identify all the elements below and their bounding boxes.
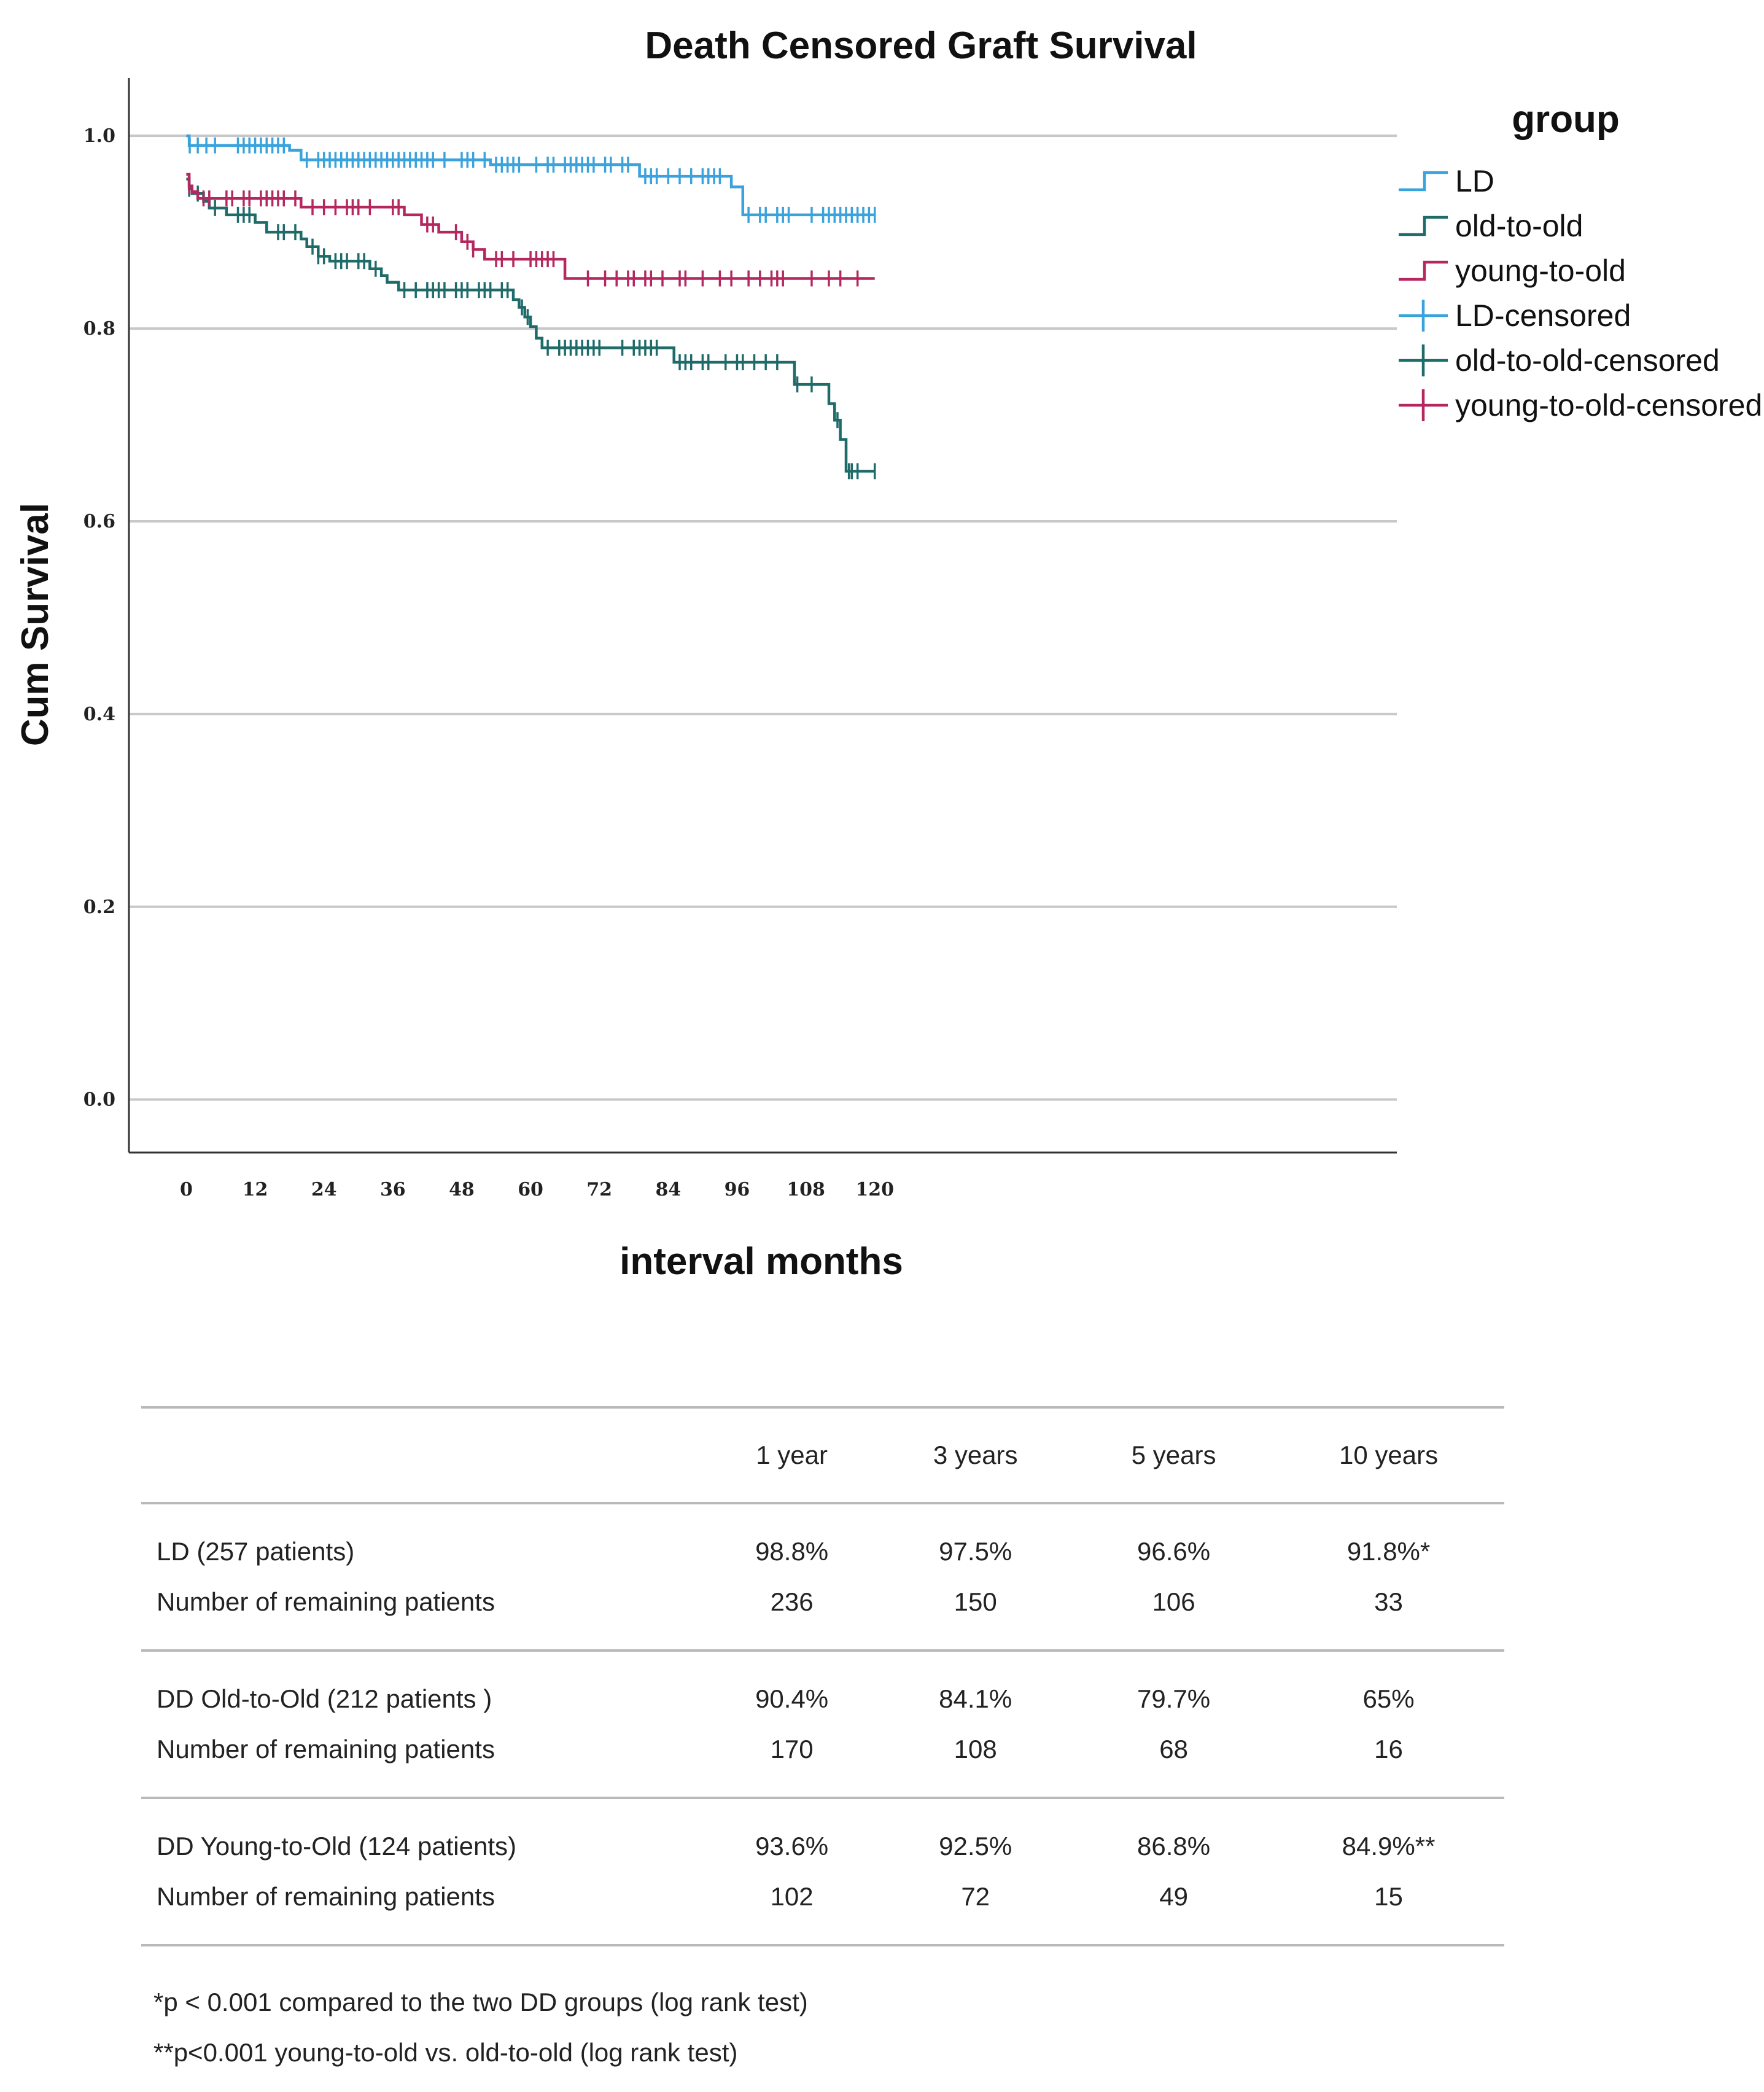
cell-value: 106 xyxy=(1152,1587,1195,1616)
y-tick-label: 0.4 xyxy=(84,704,115,725)
cell-value: 97.5% xyxy=(939,1537,1012,1566)
x-tick-label: 120 xyxy=(855,1179,894,1200)
row-label: Number of remaining patients xyxy=(157,1587,495,1616)
legend-label-old-to-old-censored: old-to-old-censored xyxy=(1455,343,1720,378)
cell-value: 84.1% xyxy=(939,1684,1012,1713)
legend-label-young-to-old: young-to-old xyxy=(1455,254,1626,288)
y-tick-label: 0.0 xyxy=(84,1089,115,1111)
survival-chart: Death Censored Graft Survival 0.00.20.40… xyxy=(14,25,1762,1283)
cell-value: 90.4% xyxy=(755,1684,829,1713)
survival-curve-LD xyxy=(186,134,875,217)
results-table: 1 year 3 years 5 years 10 years LD (257 … xyxy=(141,1406,1504,1946)
y-tick-label: 0.2 xyxy=(84,896,115,918)
cell-value: 92.5% xyxy=(939,1832,1012,1861)
x-tick-label: 96 xyxy=(725,1179,750,1200)
legend-swatch-old-to-old xyxy=(1399,216,1448,236)
cell-value: 96.6% xyxy=(1137,1537,1211,1566)
cell-value: 102 xyxy=(770,1882,814,1911)
cell-value: 49 xyxy=(1159,1882,1188,1911)
x-tick-label: 0 xyxy=(180,1179,193,1200)
cell-value: 16 xyxy=(1374,1735,1403,1763)
legend-swatch-young-to-old xyxy=(1399,260,1448,281)
table-header-1-year: 1 year xyxy=(756,1441,828,1469)
x-tick-label: 48 xyxy=(449,1179,475,1200)
table-header-empty xyxy=(141,1407,707,1503)
y-tick-label: 0.6 xyxy=(84,511,115,532)
legend-label-young-to-old-censored: young-to-old-censored xyxy=(1455,388,1762,422)
row-label: DD Young-to-Old (124 patients) xyxy=(157,1832,517,1861)
cell-value: 15 xyxy=(1374,1882,1403,1911)
x-tick-label: 12 xyxy=(243,1179,268,1200)
cell-value: 68 xyxy=(1159,1735,1188,1763)
footnote-young-to-old: **p<0.001 young-to-old vs. old-to-old (l… xyxy=(153,2038,738,2067)
table-header-row: 1 year 3 years 5 years 10 years xyxy=(141,1407,1504,1503)
legend-swatch-LD xyxy=(1399,171,1448,192)
table-row-old-to-old-remaining: Number of remaining patients 170 108 68 … xyxy=(141,1724,1504,1798)
cell-value: 98.8% xyxy=(755,1537,829,1566)
x-tick-label: 24 xyxy=(311,1179,337,1200)
table-header-3-years: 3 years xyxy=(933,1441,1018,1469)
legend-label-LD: LD xyxy=(1455,164,1494,198)
table-row-young-to-old-remaining: Number of remaining patients 102 72 49 1… xyxy=(141,1872,1504,1945)
x-tick-label: 60 xyxy=(518,1179,543,1200)
table-header-10-years: 10 years xyxy=(1339,1441,1439,1469)
table-row-old-to-old-survival: DD Old-to-Old (212 patients ) 90.4% 84.1… xyxy=(141,1651,1504,1724)
x-tick-label: 84 xyxy=(655,1179,681,1200)
cell-value: 84.9%** xyxy=(1342,1832,1436,1861)
cell-value: 91.8%* xyxy=(1346,1537,1431,1566)
survival-curve-old-to-old xyxy=(186,177,875,473)
survival-curve-young-to-old xyxy=(186,173,875,280)
cell-value: 108 xyxy=(954,1735,997,1763)
legend-label-old-to-old: old-to-old xyxy=(1455,209,1583,243)
gridlines xyxy=(129,134,1397,1101)
x-tick-label: 72 xyxy=(586,1179,612,1200)
cell-value: 93.6% xyxy=(755,1832,829,1861)
table-header-5-years: 5 years xyxy=(1131,1441,1216,1469)
table-row-ld-survival: LD (257 patients) 98.8% 97.5% 96.6% 91.8… xyxy=(141,1503,1504,1577)
chart-title: Death Censored Graft Survival xyxy=(645,25,1197,67)
y-axis-title: Cum Survival xyxy=(14,503,56,746)
table-row-ld-remaining: Number of remaining patients 236 150 106… xyxy=(141,1577,1504,1651)
y-tick-label: 0.8 xyxy=(84,318,115,340)
cell-value: 79.7% xyxy=(1137,1684,1211,1713)
cell-value: 236 xyxy=(770,1587,814,1616)
row-label: Number of remaining patients xyxy=(157,1735,495,1763)
cell-value: 72 xyxy=(961,1882,990,1911)
cell-value: 170 xyxy=(770,1735,814,1763)
x-tick-label: 36 xyxy=(380,1179,406,1200)
series-layer xyxy=(186,134,876,480)
cell-value: 86.8% xyxy=(1137,1832,1211,1861)
axes: 0.0 0.2 0.4 0.6 0.8 1.0 0 12 24 36 48 60 72 84 96 108 12… xyxy=(84,78,1397,1200)
x-tick-label: 108 xyxy=(787,1179,825,1200)
cell-value: 65% xyxy=(1362,1684,1415,1713)
cell-value: 150 xyxy=(954,1587,997,1616)
y-tick-label: 1.0 xyxy=(84,125,115,147)
row-label: Number of remaining patients xyxy=(157,1882,495,1911)
table-row-young-to-old-survival: DD Young-to-Old (124 patients) 93.6% 92.… xyxy=(141,1798,1504,1872)
row-label: LD (257 patients) xyxy=(157,1537,355,1566)
row-label: DD Old-to-Old (212 patients ) xyxy=(157,1684,492,1713)
x-axis-title: interval months xyxy=(620,1240,903,1283)
legend-label-LD-censored: LD-censored xyxy=(1455,298,1631,333)
legend: LD old-to-old young-to-old LD-censored old-t… xyxy=(1399,164,1762,422)
legend-title: group xyxy=(1512,98,1620,141)
footnote-ld: *p < 0.001 compared to the two DD groups… xyxy=(153,1988,808,2016)
cell-value: 33 xyxy=(1374,1587,1403,1616)
footnotes: *p < 0.001 compared to the two DD groups… xyxy=(153,1977,808,2078)
